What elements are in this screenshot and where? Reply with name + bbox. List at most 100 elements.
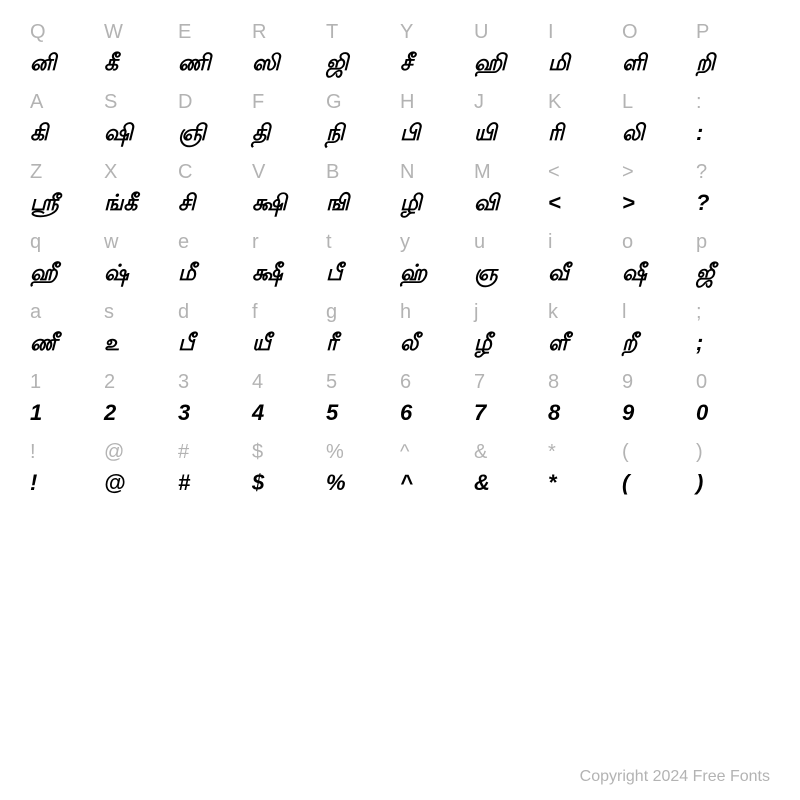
glyph: நி xyxy=(326,120,344,146)
charmap-cell: uஞ xyxy=(474,230,548,288)
glyph: ! xyxy=(30,470,37,496)
glyph: மி xyxy=(548,50,570,76)
key-label: $ xyxy=(252,440,263,464)
charmap-cell: !! xyxy=(30,440,104,498)
key-label: f xyxy=(252,300,258,324)
glyph: ங்கீ xyxy=(104,190,137,216)
glyph: ஜீ xyxy=(696,260,714,286)
charmap-cell: Mவி xyxy=(474,160,548,218)
key-label: 4 xyxy=(252,370,263,394)
charmap-cell: s௨ xyxy=(104,300,178,358)
charmap-cell: Nழி xyxy=(400,160,474,218)
key-label: : xyxy=(696,90,702,114)
charmap-cell: f யீ xyxy=(252,300,326,358)
glyph: 3 xyxy=(178,400,190,426)
glyph: பீ xyxy=(178,330,194,356)
glyph: றீ xyxy=(622,330,637,356)
charmap-cell: 88 xyxy=(548,370,622,428)
key-label: L xyxy=(622,90,633,114)
key-label: s xyxy=(104,300,114,324)
glyph: 6 xyxy=(400,400,412,426)
charmap-cell: Qனி xyxy=(30,20,104,78)
glyph: ஹி xyxy=(474,50,506,76)
key-label: ) xyxy=(696,440,703,464)
key-label: i xyxy=(548,230,552,254)
key-label: O xyxy=(622,20,638,44)
glyph: மீ xyxy=(178,260,196,286)
charmap-cell: aணீ xyxy=(30,300,104,358)
charmap-cell: iவீ xyxy=(548,230,622,288)
key-label: ? xyxy=(696,160,707,184)
glyph: யி xyxy=(474,120,497,146)
glyph: லி xyxy=(622,120,644,146)
glyph: 4 xyxy=(252,400,264,426)
key-label: ; xyxy=(696,300,702,324)
key-label: h xyxy=(400,300,411,324)
key-label: B xyxy=(326,160,339,184)
key-label: u xyxy=(474,230,485,254)
charmap-cell: oஷீ xyxy=(622,230,696,288)
glyph: ரீ xyxy=(326,330,337,356)
key-label: > xyxy=(622,160,634,184)
key-label: 3 xyxy=(178,370,189,394)
charmap-cell: Cசி xyxy=(178,160,252,218)
key-label: P xyxy=(696,20,709,44)
glyph: 9 xyxy=(622,400,634,426)
charmap-cell: Gநி xyxy=(326,90,400,148)
key-label: 1 xyxy=(30,370,41,394)
charmap-cell: O ளி xyxy=(622,20,696,78)
key-label: R xyxy=(252,20,266,44)
charmap-cell: (( xyxy=(622,440,696,498)
charmap-cell: 00 xyxy=(696,370,770,428)
key-label: a xyxy=(30,300,41,324)
charmap-cell: F தி xyxy=(252,90,326,148)
key-label: q xyxy=(30,230,41,254)
glyph: ௨ xyxy=(104,330,120,356)
key-label: d xyxy=(178,300,189,324)
glyph: ஷி xyxy=(104,120,133,146)
glyph: சி xyxy=(178,190,195,216)
glyph: ஙி xyxy=(326,190,349,216)
glyph: க்ஷீ xyxy=(252,260,283,286)
glyph: தி xyxy=(252,120,270,146)
charmap-cell: Pறி xyxy=(696,20,770,78)
glyph: பீ xyxy=(326,260,342,286)
glyph: ஞ xyxy=(474,260,498,286)
key-label: r xyxy=(252,230,259,254)
key-label: Y xyxy=(400,20,413,44)
key-label: 5 xyxy=(326,370,337,394)
key-label: A xyxy=(30,90,43,114)
key-label: ! xyxy=(30,440,36,464)
glyph: 7 xyxy=(474,400,486,426)
charmap-cell: :: xyxy=(696,90,770,148)
charmap-cell: && xyxy=(474,440,548,498)
key-label: w xyxy=(104,230,118,254)
charmap-cell: ^^ xyxy=(400,440,474,498)
glyph: ஸ்ரீ xyxy=(30,190,59,216)
charmap-cell: Yசீ xyxy=(400,20,474,78)
charmap-cell: ;; xyxy=(696,300,770,358)
charmap-cell: Rஸி xyxy=(252,20,326,78)
key-label: Z xyxy=(30,160,42,184)
key-label: Q xyxy=(30,20,46,44)
charmap-cell: qஹீ xyxy=(30,230,104,288)
glyph: ரி xyxy=(548,120,564,146)
glyph: யீ xyxy=(252,330,271,356)
charmap-cell: lறீ xyxy=(622,300,696,358)
key-label: N xyxy=(400,160,414,184)
charmap-cell: Vக்ஷி xyxy=(252,160,326,218)
glyph: % xyxy=(326,470,346,496)
key-label: ( xyxy=(622,440,629,464)
charmap-cell: d பீ xyxy=(178,300,252,358)
key-label: 8 xyxy=(548,370,559,394)
key-label: F xyxy=(252,90,264,114)
key-label: # xyxy=(178,440,189,464)
glyph: ஞி xyxy=(178,120,206,146)
glyph: ) xyxy=(696,470,703,496)
charmap-cell: r க்ஷீ xyxy=(252,230,326,288)
charmap-cell: yஹ் xyxy=(400,230,474,288)
glyph: ? xyxy=(696,190,709,216)
charmap-cell: 33 xyxy=(178,370,252,428)
charmap-cell: Dஞி xyxy=(178,90,252,148)
glyph: ளி xyxy=(622,50,646,76)
